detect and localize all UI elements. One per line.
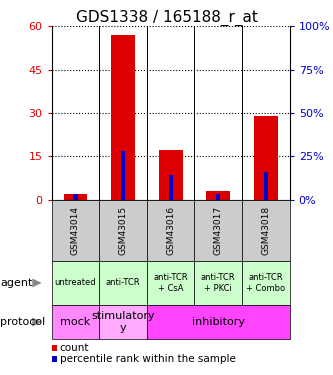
Text: percentile rank within the sample: percentile rank within the sample (60, 354, 235, 363)
Text: GSM43018: GSM43018 (261, 206, 270, 255)
Text: GDS1338 / 165188_r_at: GDS1338 / 165188_r_at (76, 9, 257, 26)
Bar (111, 35, 135, 200)
Text: anti-TCR
+ Combo: anti-TCR + Combo (246, 273, 285, 292)
Bar (168, 175, 173, 200)
Text: stimulatory
y: stimulatory y (91, 311, 155, 333)
Bar (254, 116, 278, 200)
Text: GSM43015: GSM43015 (119, 206, 128, 255)
Text: inhibitory: inhibitory (192, 317, 245, 327)
Bar (121, 151, 125, 200)
Text: count: count (60, 343, 89, 353)
Text: GSM43017: GSM43017 (214, 206, 223, 255)
Bar (73, 194, 78, 200)
Text: agent: agent (0, 278, 32, 288)
Text: mock: mock (60, 317, 91, 327)
Text: anti-TCR
+ PKCi: anti-TCR + PKCi (201, 273, 235, 292)
Text: GSM43016: GSM43016 (166, 206, 175, 255)
Bar (64, 194, 87, 200)
Text: protocol: protocol (0, 317, 45, 327)
Text: GSM43014: GSM43014 (71, 206, 80, 255)
Text: anti-TCR: anti-TCR (106, 278, 140, 287)
Bar (216, 194, 220, 200)
Bar (206, 191, 230, 200)
Bar (159, 150, 182, 200)
Text: untreated: untreated (55, 278, 96, 287)
Text: anti-TCR
+ CsA: anti-TCR + CsA (154, 273, 188, 292)
Bar (264, 172, 268, 200)
